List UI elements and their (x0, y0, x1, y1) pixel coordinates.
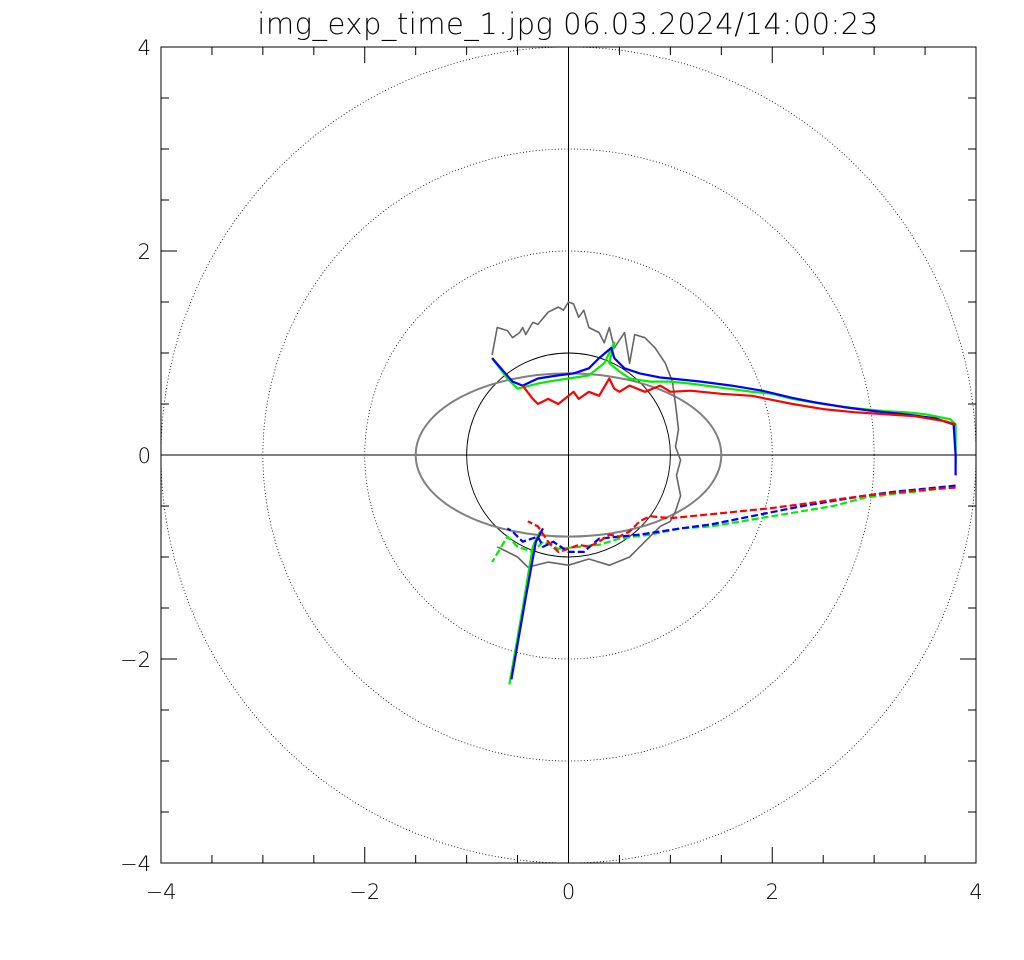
series-blue-lower (506, 484, 956, 554)
x-tick-label: 0 (562, 880, 575, 904)
series-red-upper (521, 377, 956, 426)
x-tick-label: −4 (146, 880, 177, 904)
chart-title: img_exp_time_1.jpg 06.03.2024/14:00:23 (257, 7, 878, 42)
x-tick-label: −2 (349, 880, 380, 904)
axis-layer (161, 47, 976, 863)
y-tick-label: 2 (138, 240, 151, 264)
x-tick-label: 2 (766, 880, 779, 904)
y-tick-label: −2 (120, 648, 151, 672)
y-tick-label: −4 (120, 852, 151, 876)
series-layer (491, 301, 957, 685)
y-tick-label: 0 (138, 444, 151, 468)
series-gray-outline (491, 301, 682, 569)
y-tick-label: 4 (138, 36, 151, 60)
x-tick-label: 4 (969, 880, 982, 904)
series-green-lower (491, 484, 956, 563)
tick-layer: −4 −2 0 2 4 −4 −2 0 2 4 (120, 36, 983, 904)
series-blue-upper (491, 346, 957, 476)
series-green-upper (491, 341, 957, 466)
series-red-lower (527, 486, 956, 554)
series-blue-spike (510, 527, 544, 680)
